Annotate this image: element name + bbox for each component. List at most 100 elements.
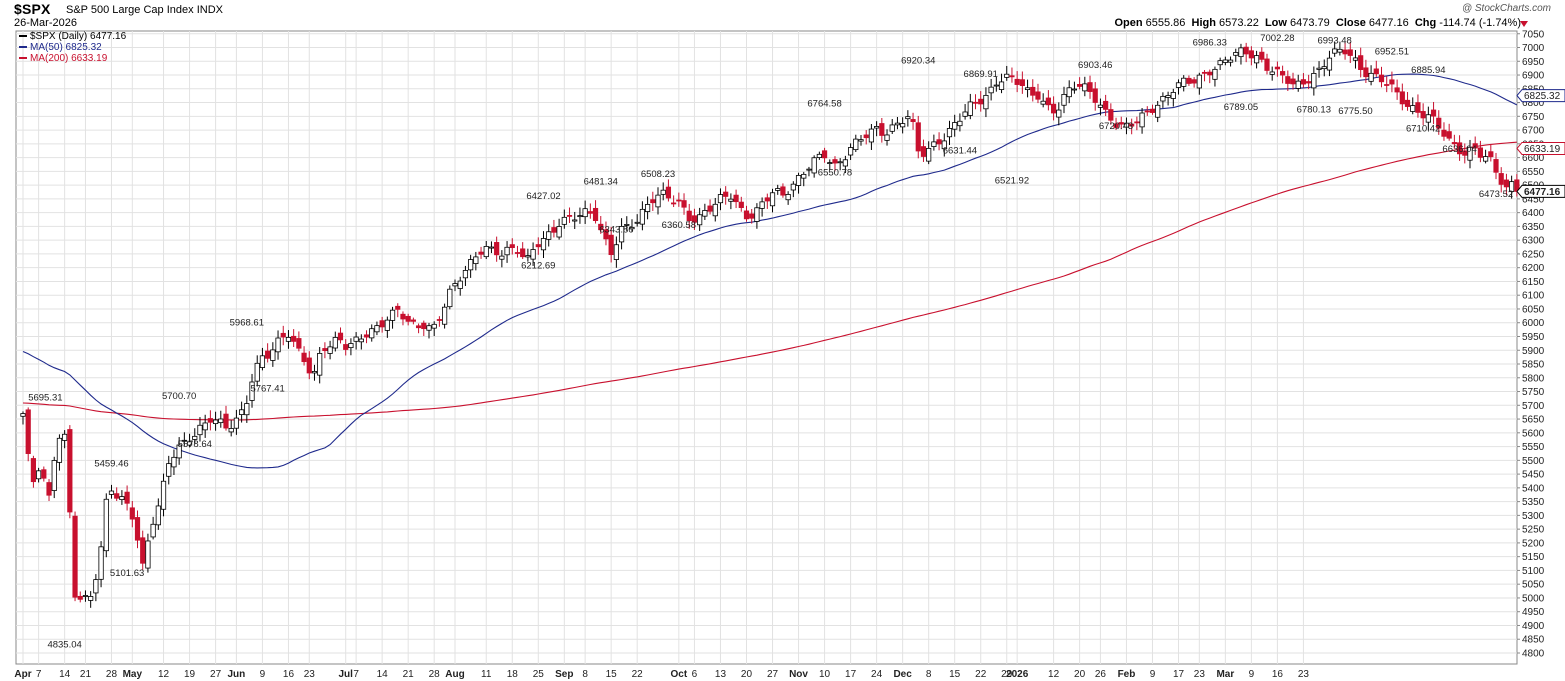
- candle-body: [566, 214, 573, 217]
- candle-body: [832, 159, 838, 164]
- price-annotation: 6720.43: [1099, 121, 1133, 132]
- candle-body: [795, 175, 802, 186]
- price-annotation: 6521.92: [995, 175, 1029, 186]
- x-tick-label: 23: [304, 669, 316, 680]
- candle: [1456, 135, 1463, 161]
- x-tick-label: 25: [533, 669, 545, 680]
- candle-body: [259, 355, 266, 368]
- candle: [1118, 116, 1124, 130]
- candle: [369, 324, 375, 342]
- candle-body: [311, 371, 318, 374]
- candle: [1446, 123, 1452, 141]
- candle: [337, 327, 344, 344]
- candle-body: [853, 138, 859, 151]
- candle-body: [1035, 91, 1041, 100]
- candle-body: [244, 403, 250, 416]
- candle-body: [926, 147, 932, 162]
- candle: [468, 254, 474, 278]
- candle: [1170, 88, 1176, 107]
- price-annotation: 5767.41: [250, 384, 284, 395]
- candle-body: [754, 207, 760, 222]
- candle: [1399, 83, 1405, 111]
- candle: [936, 132, 942, 151]
- index-name: S&P 500 Large Cap Index: [66, 4, 194, 16]
- candle-body: [1030, 86, 1036, 96]
- candle: [837, 158, 843, 171]
- x-tick-label: 16: [283, 669, 295, 680]
- candle: [790, 181, 796, 198]
- candle-body: [1332, 48, 1338, 54]
- candle: [233, 409, 240, 435]
- candle-body: [1483, 156, 1489, 162]
- x-tick-label: 24: [871, 669, 883, 680]
- candle-body: [1389, 79, 1395, 85]
- candle-body: [509, 244, 515, 249]
- candle: [655, 187, 661, 215]
- candle-body: [108, 490, 115, 495]
- candle-body: [681, 200, 687, 208]
- candle: [348, 338, 354, 356]
- candle-body: [1384, 84, 1390, 86]
- candle: [1441, 122, 1447, 141]
- candle-body: [957, 120, 963, 127]
- candle-body: [1077, 84, 1083, 87]
- candle-body: [1269, 71, 1275, 75]
- candle-body: [1113, 123, 1119, 128]
- high-value: 6573.22: [1219, 17, 1259, 29]
- candle-body: [603, 229, 609, 240]
- candle-body: [1456, 142, 1463, 155]
- candle-body: [1056, 109, 1062, 118]
- y-tick-label: 5700: [1522, 401, 1545, 412]
- candle-body: [931, 141, 937, 147]
- candle: [239, 401, 245, 423]
- candle: [821, 147, 828, 163]
- candle: [1050, 96, 1057, 121]
- chg-label: Chg: [1414, 17, 1437, 29]
- x-tick-label: 10: [819, 669, 831, 680]
- candle: [1451, 134, 1457, 149]
- candle: [603, 221, 609, 246]
- candle: [1175, 79, 1182, 95]
- candle-body: [20, 413, 26, 417]
- y-tick-label: 5550: [1522, 442, 1545, 453]
- candle: [186, 433, 193, 448]
- candle-body: [1014, 78, 1020, 85]
- candle: [504, 241, 510, 263]
- candle-body: [1451, 142, 1457, 145]
- candle: [681, 193, 687, 215]
- candle-body: [1186, 77, 1192, 84]
- y-axis: 4800 4850 4900 4950 5000 5050 5100 5150 5200 5250…: [1517, 29, 1545, 659]
- candle-body: [1207, 71, 1213, 76]
- low-label: Low: [1264, 17, 1287, 29]
- candle-body: [1201, 71, 1208, 74]
- candle-body: [67, 429, 73, 513]
- candle-body: [468, 259, 474, 271]
- candle: [1134, 116, 1140, 131]
- candle: [1066, 80, 1072, 104]
- x-tick-label: 12: [158, 669, 170, 680]
- candle-body: [1248, 50, 1254, 59]
- candle-body: [405, 315, 411, 322]
- candle: [754, 203, 760, 229]
- ma50-path: [22, 73, 1518, 469]
- candle-body: [697, 214, 703, 226]
- x-tick-label: 22: [632, 669, 644, 680]
- candle: [1186, 75, 1192, 86]
- candle: [1347, 41, 1353, 64]
- candle: [858, 135, 864, 146]
- candle: [608, 226, 614, 263]
- ma200-path: [22, 141, 1517, 421]
- x-tick-label: 14: [377, 669, 389, 680]
- price-annotation: 6764.58: [807, 98, 841, 109]
- candle-body: [1363, 67, 1369, 78]
- candle: [556, 218, 562, 240]
- y-tick-label: 5600: [1522, 428, 1545, 439]
- candle: [88, 591, 94, 608]
- candle: [660, 182, 666, 201]
- legend-entry: MA(50) 6825.32: [30, 42, 102, 53]
- candle-body: [884, 134, 890, 141]
- candle: [1290, 72, 1296, 90]
- candle-body: [671, 202, 677, 205]
- candle-body: [691, 215, 698, 223]
